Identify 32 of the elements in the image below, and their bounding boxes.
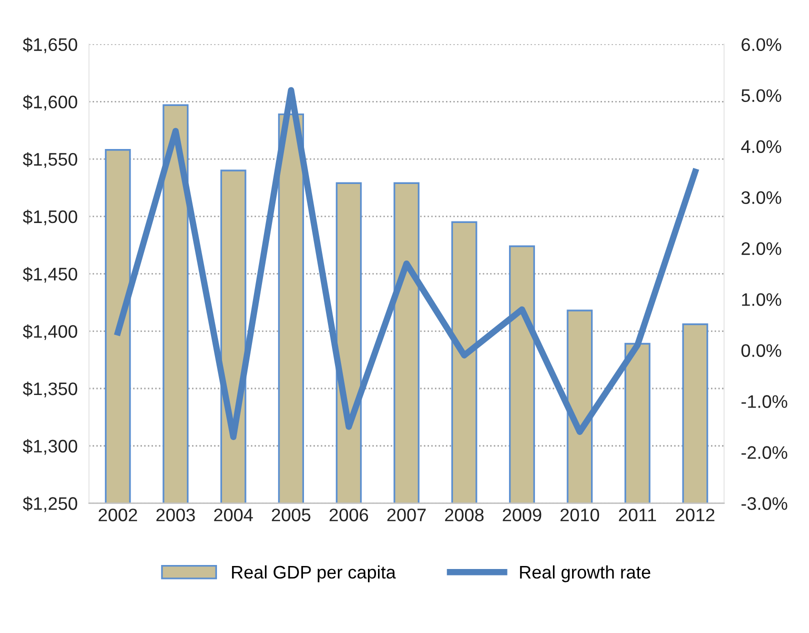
y2-tick-label: 6.0% bbox=[742, 38, 782, 52]
y2-tick-label: 1.0% bbox=[742, 293, 782, 306]
y-tick-label: $1,600 bbox=[22, 94, 78, 111]
y-tick-label: $1,500 bbox=[22, 210, 78, 226]
x-tick-label: 2007 bbox=[387, 508, 426, 522]
x-tick-label: 2005 bbox=[272, 508, 310, 522]
legend-label: Real GDP per capita bbox=[232, 565, 396, 582]
x-tick-label: 2009 bbox=[502, 508, 542, 522]
y2-tick-label: -2.0% bbox=[742, 446, 788, 459]
y-tick-label: $1,350 bbox=[22, 382, 78, 398]
y-tick-label: $1,250 bbox=[22, 496, 78, 512]
x-tick-label: 2011 bbox=[618, 508, 656, 522]
x-tick-label: 2012 bbox=[676, 508, 714, 522]
y-tick-label: $1,650 bbox=[22, 37, 78, 54]
x-tick-label: 2003 bbox=[156, 508, 195, 522]
x-tick-label: 2008 bbox=[445, 508, 484, 522]
x-tick-label: 2004 bbox=[214, 508, 253, 522]
y2-tick-label: 0.0% bbox=[741, 344, 782, 357]
y-tick-label: $1,300 bbox=[22, 439, 78, 455]
y2-tick-label: -1.0% bbox=[742, 395, 788, 408]
y2-tick-label: 2.0% bbox=[742, 242, 782, 255]
x-tick-label: 2006 bbox=[330, 508, 368, 522]
legend-label: Real growth rate bbox=[520, 565, 650, 582]
x-tick-label: 2010 bbox=[560, 508, 600, 522]
y2-tick-label: 4.0% bbox=[741, 140, 782, 154]
y-tick-label: $1,400 bbox=[22, 324, 78, 340]
y-tick-label: $1,450 bbox=[22, 266, 78, 283]
y2-tick-label: 3.0% bbox=[741, 191, 782, 204]
y2-tick-label: -3.0% bbox=[742, 497, 788, 510]
x-tick-label: 2002 bbox=[98, 508, 138, 522]
y-tick-label: $1,550 bbox=[22, 152, 78, 168]
y2-tick-label: 5.0% bbox=[741, 89, 782, 102]
